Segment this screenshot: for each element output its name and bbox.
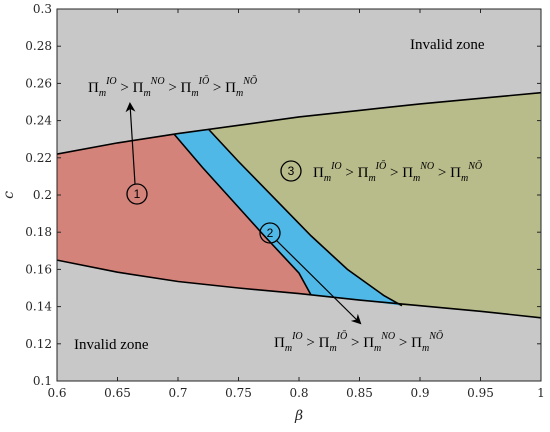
x-tick-label: 0.6 [47,386,66,400]
y-tick-label: 0.1 [33,374,52,388]
region-3-area [208,92,541,318]
region-1-marker: 1 [126,183,148,205]
y-tick-label: 0.26 [25,76,52,90]
y-tick-label: 0.3 [33,2,52,16]
region-2-area [174,129,402,306]
svg-text:2: 2 [267,226,274,240]
x-axis-ticks: 0.6 0.65 0.7 0.75 0.8 0.85 0.9 0.95 1 [47,9,545,400]
region-2-arrow [275,239,362,325]
invalid-zone-bottom: Invalid zone [74,337,149,353]
svg-text:1: 1 [134,187,141,201]
x-tick-label: 1 [537,386,545,400]
upper-boundary-line [57,91,541,155]
region-1-area [57,134,312,296]
split-12-line [173,133,312,296]
y-tick-label: 0.24 [25,114,52,128]
y-tick-label: 0.14 [25,300,52,314]
svg-text:3: 3 [288,164,295,178]
x-axis-label: β [294,408,303,424]
y-axis-ticks: 0.1 0.12 0.14 0.16 0.18 0.2 0.22 0.24 0.26 0.28 0.… [25,2,541,388]
y-tick-label: 0.28 [25,39,52,53]
region-2-marker: 2 [259,222,281,244]
invalid-zone-top: Invalid zone [410,37,485,53]
x-tick-label: 0.8 [289,386,308,400]
region-1-arrow [125,102,136,185]
x-tick-label: 0.95 [467,386,494,400]
x-tick-label: 0.65 [104,386,131,400]
x-tick-label: 0.75 [225,386,252,400]
y-tick-label: 0.12 [25,337,52,351]
y-tick-label: 0.22 [25,151,52,165]
region-3-marker: 3 [280,160,302,182]
x-tick-label: 0.7 [168,386,187,400]
split-23-line [207,128,403,307]
y-axis-label: c [1,191,17,199]
y-tick-label: 0.18 [25,225,52,239]
y-tick-label: 0.16 [25,262,52,276]
x-tick-label: 0.85 [346,386,373,400]
x-tick-label: 0.9 [410,386,429,400]
lower-boundary-line [57,259,541,319]
y-tick-label: 0.2 [33,188,52,202]
